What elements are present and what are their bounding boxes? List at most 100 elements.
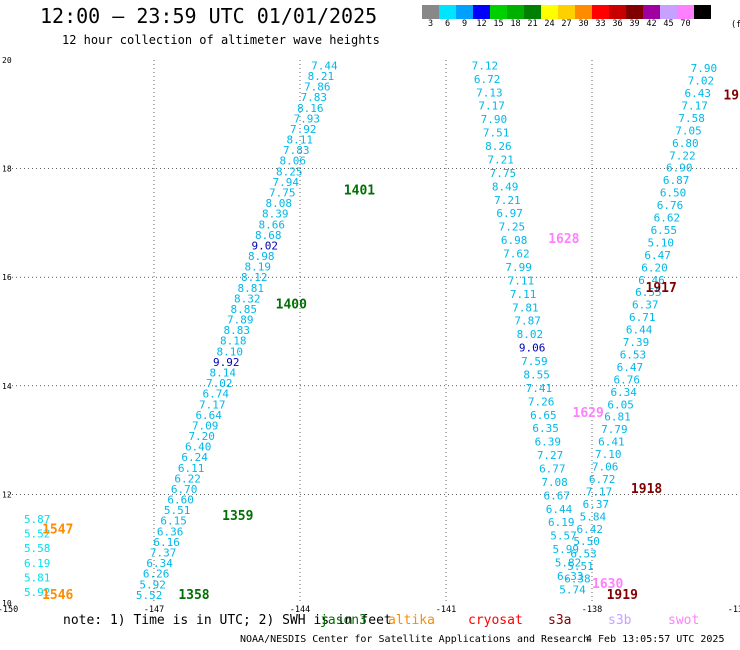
wave-height-value: 7.20 [188, 430, 215, 443]
wave-height-value: 6.36 [157, 525, 184, 538]
legend-label: 12 [476, 19, 487, 29]
wave-height-value: 6.41 [598, 436, 625, 449]
pass-time-label: 1359 [222, 509, 253, 524]
wave-height-value: 6.44 [546, 503, 573, 516]
wave-height-value: 6.72 [589, 473, 616, 486]
wave-height-value: 7.08 [541, 476, 568, 489]
wave-height-value: 6.39 [535, 436, 562, 449]
wave-height-value: 8.49 [492, 180, 519, 193]
wave-height-value: 8.12 [241, 271, 268, 284]
wave-height-value: 9.06 [519, 342, 546, 355]
wave-height-value: 6.05 [607, 398, 634, 411]
legend-swatch [558, 5, 575, 19]
wave-height-value: 7.37 [150, 547, 177, 560]
wave-height-value: 7.26 [528, 395, 555, 408]
map-subtitle: 12 hour collection of altimeter wave hei… [62, 33, 380, 47]
wave-height-value: 8.18 [220, 335, 247, 348]
wave-height-value: 6.55 [651, 224, 678, 237]
wave-height-value: 6.47 [617, 361, 644, 374]
legend-swatch [456, 5, 473, 19]
wave-height-value: 6.55 [635, 286, 662, 299]
legend-label: 42 [646, 19, 657, 29]
wave-height-value: 7.59 [521, 355, 548, 368]
wave-height-value: 5.10 [647, 236, 674, 249]
wave-height-value: 7.44 [311, 59, 338, 72]
satellite-key-s3b: s3b [608, 613, 632, 628]
wave-height-value: 6.60 [167, 494, 194, 507]
wave-height-value: 8.81 [237, 282, 264, 295]
legend-swatch [626, 5, 643, 19]
wave-height-value: 5.52 [24, 527, 51, 540]
wave-height-value: 6.47 [644, 249, 671, 262]
wave-height-value: 5.87 [24, 513, 51, 526]
wave-height-value: 7.27 [537, 449, 564, 462]
wave-height-value: 7.58 [678, 112, 705, 125]
wave-height-value: 7.11 [508, 274, 535, 287]
wave-height-value: 6.42 [576, 523, 603, 536]
wave-height-value: 7.75 [269, 186, 296, 199]
wave-height-value: 6.37 [632, 299, 659, 312]
wave-height-value: 7.11 [510, 288, 537, 301]
wave-height-value: 6.35 [532, 422, 559, 435]
lon-tick-label: -141 [436, 605, 456, 615]
legend-label: 3 [427, 19, 434, 29]
wave-height-value: 5.50 [573, 535, 600, 548]
wave-height-value: 6.53 [620, 348, 647, 361]
wave-height-value: 7.90 [691, 62, 718, 75]
wave-height-value: 6.81 [604, 411, 631, 424]
wave-height-value: 6.64 [195, 409, 222, 422]
wave-height-value: 7.06 [592, 461, 619, 474]
legend-swatch [473, 5, 490, 19]
lat-tick-label: 14 [2, 382, 12, 391]
wave-height-value: 9.92 [213, 356, 240, 369]
wave-height-value: 7.93 [294, 112, 321, 125]
legend-labels: 3 6 9 12 15 18 21 24 27 30 33 36 39 42 45 70 [422, 19, 711, 29]
wave-height-value: 8.85 [230, 303, 257, 316]
legend-label: 45 [663, 19, 674, 29]
wave-height-value: 7.89 [227, 314, 254, 327]
wave-height-value: 7.62 [503, 248, 530, 261]
wave-height-value: 7.75 [490, 167, 517, 180]
pass-time-label: 1916 [723, 88, 740, 103]
wave-height-value: 6.43 [685, 87, 712, 100]
wave-height-value: 7.17 [586, 485, 613, 498]
pass-time-label: 1400 [276, 297, 307, 312]
satellite-key-s3a: s3a [548, 613, 572, 628]
lon-tick-label: -135 [728, 605, 740, 615]
pass-time-label: 1630 [592, 577, 623, 592]
wave-height-value: 7.25 [499, 221, 526, 234]
pass-time-label: 1628 [548, 232, 579, 247]
wave-height-value: 5.92 [24, 586, 51, 599]
wave-height-value: 7.02 [688, 75, 715, 88]
wave-height-value: 8.68 [255, 229, 282, 242]
lon-tick-label: -144 [290, 605, 310, 615]
wave-height-value: 7.09 [192, 419, 219, 432]
wave-height-value: 7.02 [206, 377, 233, 390]
legend-label: 36 [612, 19, 623, 29]
wave-height-value: 5.51 [164, 504, 191, 517]
lat-tick-label: 16 [2, 273, 12, 282]
legend-label: 15 [493, 19, 504, 29]
legend-label: 18 [510, 19, 521, 29]
wave-height-value: 8.10 [216, 345, 243, 358]
lon-tick-label: -138 [582, 605, 602, 615]
wave-height-value: 7.94 [273, 176, 300, 189]
wave-height-value: 6.90 [666, 162, 693, 175]
wave-height-value: 8.14 [209, 366, 236, 379]
legend-swatch [677, 5, 694, 19]
wave-height-value: 6.80 [672, 137, 699, 150]
wave-height-value: 7.39 [623, 336, 650, 349]
wave-height-value: 6.77 [539, 463, 566, 476]
wave-height-value: 7.86 [304, 81, 331, 94]
legend-swatch [541, 5, 558, 19]
legend-swatch [422, 5, 439, 19]
wave-height-value: 6.19 [24, 557, 51, 570]
generated-timestamp: 4 Feb 13:05:57 UTC 2025 [586, 634, 725, 645]
legend-swatch [490, 5, 507, 19]
wave-height-value: 8.39 [262, 208, 289, 221]
wave-height-value: 5.51 [567, 560, 594, 573]
legend-label: 24 [544, 19, 555, 29]
wave-height-value: 6.72 [474, 73, 501, 86]
wave-height-value: 6.53 [570, 548, 597, 561]
